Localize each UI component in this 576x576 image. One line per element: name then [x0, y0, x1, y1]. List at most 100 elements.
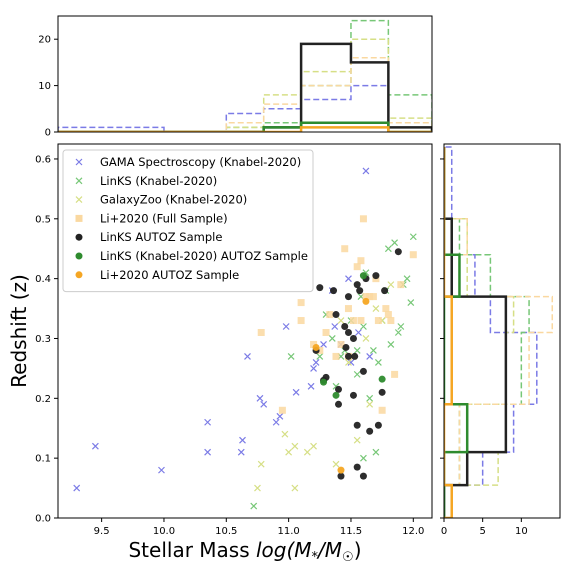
- scatter-point: [303, 448, 311, 456]
- scatter-point: [337, 466, 345, 474]
- scatter-point: [320, 341, 327, 348]
- scatter-point: [312, 358, 320, 366]
- redshift-histogram-series-3: [444, 146, 554, 518]
- redshift-histogram-series-1: [444, 146, 530, 518]
- scatter-point: [332, 352, 340, 360]
- scatter-point: [372, 448, 380, 456]
- scatter-point: [239, 436, 246, 444]
- scatter-point: [347, 358, 355, 366]
- scatter-point: [384, 311, 392, 319]
- scatter-point: [297, 317, 305, 325]
- scatter-point: [387, 281, 395, 289]
- scatter-point: [257, 328, 265, 336]
- mass-hist-y-tick: 20: [38, 35, 51, 46]
- scatter-point: [285, 448, 293, 456]
- legend-marker: [75, 214, 83, 222]
- scatter-point: [237, 448, 245, 456]
- scatter-point: [344, 305, 352, 313]
- legend-label: Li+2020 AUTOZ Sample: [100, 268, 239, 282]
- scatter-point: [353, 281, 361, 289]
- mass-histogram-series-6: [58, 126, 432, 132]
- scatter-point: [344, 352, 352, 360]
- series-5: [320, 272, 386, 399]
- scatter-point: [378, 375, 386, 383]
- mass-hist-y-tick: 0: [45, 128, 51, 139]
- scatter-point: [341, 245, 349, 253]
- legend-label: GAMA Spectroscopy (Knabel-2020): [100, 155, 301, 169]
- legend-marker: [75, 177, 83, 185]
- scatter-point: [353, 347, 361, 354]
- scatter-point: [366, 293, 374, 301]
- scatter-point: [297, 299, 305, 307]
- scatter-point: [372, 305, 380, 312]
- scatter-point: [353, 370, 361, 378]
- y-tick-label: 0.3: [35, 334, 51, 345]
- scatter-point: [291, 484, 299, 492]
- legend-marker: [75, 196, 83, 204]
- scatter-point: [310, 442, 317, 450]
- scatter-point: [326, 311, 334, 319]
- scatter-point: [320, 378, 328, 386]
- scatter-point: [353, 436, 361, 444]
- x-tick-label: 9.5: [94, 526, 110, 537]
- legend-label: LinKS AUTOZ Sample: [100, 230, 222, 244]
- scatter-point: [391, 370, 399, 378]
- scatter-point: [366, 353, 374, 360]
- x-axis-label: Stellar Mass log(M*/M☉): [128, 538, 361, 565]
- redshift-histogram-series-6: [444, 146, 453, 518]
- scatter-point: [378, 406, 386, 414]
- x-tick-label: 11.0: [278, 526, 300, 537]
- scatter-point: [281, 430, 289, 438]
- scatter-point: [359, 272, 367, 280]
- scatter-point: [335, 400, 342, 408]
- scatter-point: [394, 329, 402, 336]
- legend-marker: [75, 233, 83, 241]
- mass-histogram-panel: 0 10 20: [38, 15, 433, 139]
- y-axis-label: Redshift (z): [7, 274, 31, 388]
- scatter-point: [387, 317, 395, 325]
- scatter-point: [374, 358, 382, 366]
- scatter-point: [360, 454, 367, 462]
- scatter-point: [322, 328, 330, 336]
- scatter-point: [312, 343, 320, 351]
- scatter-point: [366, 400, 374, 408]
- scatter-point: [91, 442, 99, 450]
- scatter-point: [335, 385, 342, 393]
- scatter-point: [356, 287, 364, 295]
- mass-histogram-series-5: [58, 121, 432, 132]
- scatter-point: [310, 364, 317, 372]
- scatter-point: [204, 448, 212, 456]
- legend-marker: [75, 271, 83, 279]
- y-tick-label: 0.1: [35, 454, 51, 465]
- scatter-point: [349, 391, 357, 399]
- scatter-point: [394, 248, 402, 256]
- scatter-point: [362, 297, 370, 305]
- scatter-point: [316, 346, 324, 354]
- legend-label: LinKS (Knabel-2020) AUTOZ Sample: [100, 249, 308, 263]
- scatter-point: [260, 400, 268, 408]
- legend-label: GalaxyZoo (Knabel-2020): [100, 193, 247, 207]
- scatter-point: [337, 340, 345, 348]
- x-tick-label: 10.5: [215, 526, 237, 537]
- y-tick-label: 0.5: [35, 214, 51, 225]
- scatter-point: [369, 293, 377, 301]
- scatter-point: [374, 421, 382, 429]
- scatter-point: [307, 382, 315, 390]
- y-tick-label: 0.0: [35, 514, 51, 525]
- y-tick-label: 0.2: [35, 394, 51, 405]
- scatter-point: [332, 460, 340, 468]
- scatter-point: [353, 463, 361, 471]
- scatter-point: [337, 317, 345, 324]
- scatter-point: [328, 335, 336, 342]
- legend-marker: [75, 252, 83, 260]
- scatter-point: [357, 257, 365, 265]
- scatter-point: [341, 323, 349, 331]
- x-tick-label: 10.0: [153, 526, 175, 537]
- x-tick-label: 11.5: [340, 526, 362, 537]
- scatter-point: [332, 311, 340, 319]
- scatter-point: [345, 358, 352, 366]
- scatter-point: [359, 215, 367, 223]
- scatter-point: [409, 233, 417, 241]
- scatter-point: [316, 353, 324, 360]
- scatter-point: [397, 281, 405, 289]
